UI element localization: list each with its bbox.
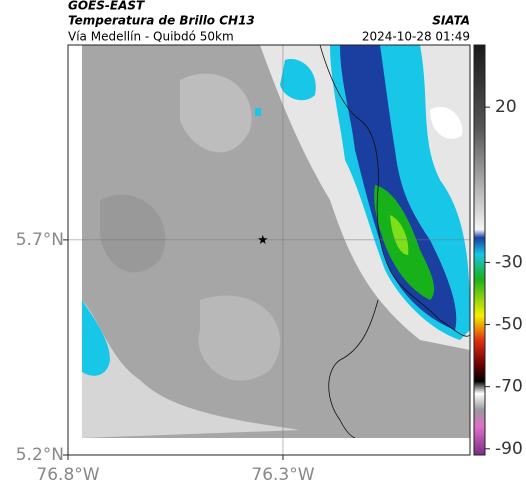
cloud-patch <box>100 194 166 273</box>
colorbar-tick-label: -90 <box>495 439 523 459</box>
coastline-border <box>319 45 470 438</box>
colorbar-tick-label: 20 <box>495 97 517 117</box>
map-frame <box>67 44 471 456</box>
cold-cloud <box>340 45 457 330</box>
title: GOES-EAST <box>68 0 145 13</box>
clear-sky <box>430 106 463 139</box>
location-marker <box>258 234 268 244</box>
timestamp: 2024-10-28 01:49 <box>362 30 470 44</box>
y-tick-label: 5.7°N <box>16 230 64 250</box>
x-tick-label: 76.3°W <box>251 465 314 485</box>
cold-cloud <box>280 59 316 101</box>
subtitle: Temperatura de Brillo CH13 <box>68 14 255 28</box>
cloud-patch <box>82 300 300 438</box>
colorbar <box>473 44 486 456</box>
cloud-patch <box>180 73 252 153</box>
colorbar-tick-label: -70 <box>495 377 523 397</box>
cold-cloud <box>255 108 261 116</box>
source: SIATA <box>432 14 470 28</box>
cold-cloud <box>390 215 409 255</box>
colorbar-tick-label: -30 <box>495 252 523 272</box>
cold-cloud <box>82 300 110 376</box>
y-tick-label: 5.2°N <box>16 445 64 465</box>
route: Vía Medellín - Quibdó 50km <box>68 30 234 44</box>
cloud-patch <box>198 295 281 381</box>
colorbar-tick-label: -50 <box>495 315 523 335</box>
satellite-image <box>82 45 470 438</box>
x-tick-label: 76.8°W <box>36 465 99 485</box>
